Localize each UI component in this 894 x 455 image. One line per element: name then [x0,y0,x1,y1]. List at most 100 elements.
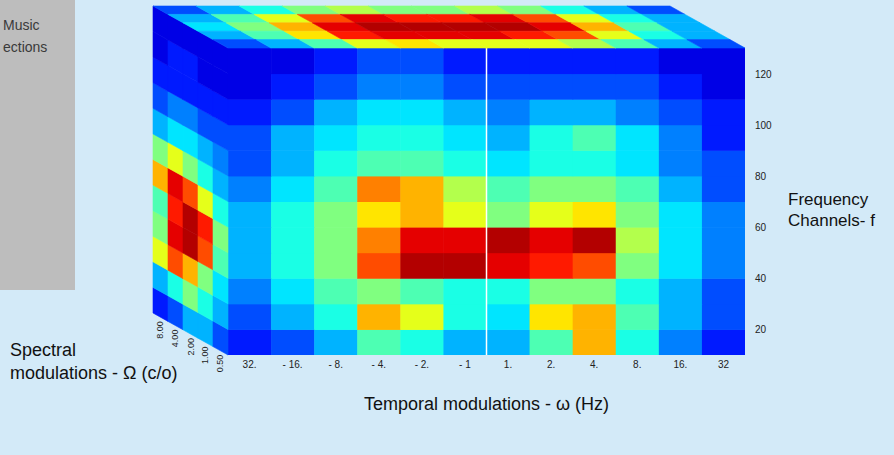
cell [616,202,660,228]
cell [702,176,745,202]
cell [530,99,574,125]
cell [616,278,660,304]
tick-label: - 8. [328,359,342,370]
cell [702,48,745,74]
cell [530,150,574,176]
cell [530,253,574,279]
tick-label: 80 [755,171,767,182]
cell [314,176,358,202]
cell [616,176,660,202]
chart: Musicections2040608010012032.- 16.- 8.- … [0,0,894,455]
tick-label: 32 [718,359,730,370]
cell [314,227,358,253]
cell [573,227,617,253]
cell [314,99,358,125]
cell [530,125,574,151]
cell [228,125,272,151]
cell [573,99,617,125]
cell [357,74,401,100]
cell [400,278,444,304]
side-face [153,6,228,355]
tick-label: - 1 [459,359,471,370]
cell [659,48,703,74]
cell [530,304,574,330]
cell [443,227,487,253]
tick-label: 16. [673,359,687,370]
tick-label: 1.00 [201,346,211,364]
cell [228,304,272,330]
cell [672,31,730,39]
cell [228,176,272,202]
cell [487,227,531,253]
cell [314,74,358,100]
cell [659,253,703,279]
cell [443,278,487,304]
cell [702,278,745,304]
cell [271,253,315,279]
cell [443,150,487,176]
cell [616,304,660,330]
cell [702,99,745,125]
cell [357,227,401,253]
cell [702,329,745,355]
cell [314,329,358,355]
cell [627,6,685,14]
cell [271,227,315,253]
cell [271,329,315,355]
cell [357,278,401,304]
cell [573,329,617,355]
tick-label: 8.00 [156,321,166,339]
cell [659,227,703,253]
cell [530,278,574,304]
cell [530,48,574,74]
cell [271,150,315,176]
cell [400,253,444,279]
cell [530,227,574,253]
cell [443,99,487,125]
tick-label: 100 [755,120,772,131]
cell [271,176,315,202]
cell [487,74,531,100]
tick-label: 60 [755,222,767,233]
cell [400,99,444,125]
cell [443,48,487,74]
cell [530,74,574,100]
axis-title-line: Channels- f [788,211,875,230]
cell [357,329,401,355]
cell [702,74,745,100]
cell [357,48,401,74]
cell [487,176,531,202]
axis-title: FrequencyChannels- f [788,190,875,230]
cell [702,150,745,176]
cell [228,99,272,125]
cell [616,253,660,279]
cell [573,125,617,151]
tick-label: 8. [633,359,641,370]
tick-label: - 2. [415,359,429,370]
tick-label: 40 [755,273,767,284]
cell [357,304,401,330]
cell [228,202,272,228]
cell [573,304,617,330]
cell [659,99,703,125]
cell [573,48,617,74]
cell [616,99,660,125]
axis-title-line: Spectral [10,340,76,360]
axis-title-line: modulations - Ω (c/o) [10,363,178,383]
cell [616,48,660,74]
tick-label: - 16. [283,359,303,370]
cell [357,125,401,151]
tick-label: 4.00 [171,330,181,348]
cell [659,329,703,355]
cell [271,99,315,125]
cell [228,74,272,100]
cell [228,329,272,355]
cell [400,202,444,228]
cell [642,14,700,22]
cell [400,176,444,202]
cell [228,150,272,176]
cell [616,74,660,100]
tick-label: 120 [755,69,772,80]
top-face [153,6,745,48]
cell [357,202,401,228]
